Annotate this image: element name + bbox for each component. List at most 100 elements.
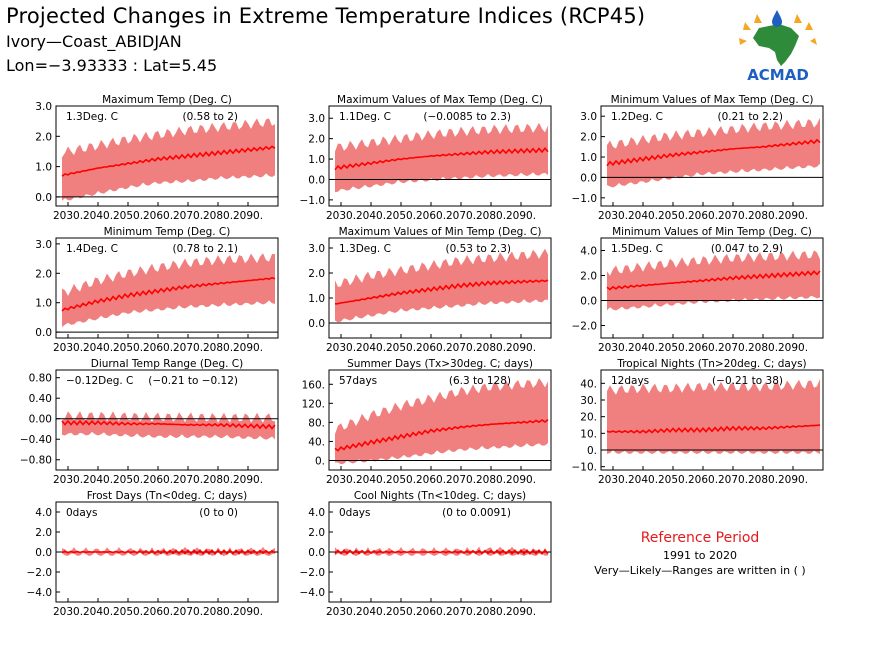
- plot-frame: [328, 105, 552, 207]
- y-tick-label: 4.0: [308, 507, 325, 519]
- coordinates-label: Lon=−3.93333 : Lat=5.45: [6, 56, 218, 75]
- x-tick-label: 2060.: [416, 342, 446, 354]
- x-tick-label: 2030.: [53, 606, 83, 618]
- mean-change-line: [61, 145, 276, 177]
- x-tick-label: 2030.: [598, 342, 628, 354]
- x-tick-label: 2060.: [416, 606, 446, 618]
- plot-frame: [600, 369, 824, 471]
- y-tick-label: 0.: [315, 455, 325, 467]
- x-tick-label: 2050.: [113, 606, 143, 618]
- x-tick-label: 2040.: [83, 606, 113, 618]
- x-tick-label: 2060.: [688, 210, 718, 222]
- x-tick-label: 2060.: [143, 342, 173, 354]
- y-tick-label: 0.0: [35, 192, 52, 204]
- chart-title: Frost Days (Tn<0deg. C; days): [87, 490, 247, 502]
- chart-title: Maximum Values of Min Temp (Deg. C): [339, 226, 542, 238]
- x-tick-label: 2060.: [143, 474, 173, 486]
- x-tick-label: 2040.: [83, 342, 113, 354]
- y-tick-label: 2.0: [308, 268, 325, 280]
- chart-title: Maximum Temp (Deg. C): [102, 94, 232, 106]
- x-tick-label: 2050.: [113, 342, 143, 354]
- y-tick-label: 80.: [308, 417, 325, 429]
- y-tick-label: 1.0: [580, 152, 597, 164]
- x-tick-label: 2080.: [203, 474, 233, 486]
- chart-panel: 0.0 1.0 2.0 3.0 2030. 2040. 2050. 2060. 2070. 208…: [35, 94, 279, 222]
- x-tick-label: 2040.: [83, 474, 113, 486]
- x-tick-label: 2060.: [416, 474, 446, 486]
- x-tick-label: 2050.: [113, 474, 143, 486]
- reference-period-title: Reference Period: [640, 530, 760, 546]
- x-tick-label: 2080.: [476, 210, 506, 222]
- y-tick-label: 0.40: [29, 393, 52, 405]
- chart-panel: −1.0 0.0 1.0 2.0 3.0 2030. 2040. 2050. 2060. 2070…: [572, 94, 824, 222]
- y-tick-label: 0.80: [29, 373, 52, 385]
- x-tick-label: 2030.: [598, 210, 628, 222]
- y-tick-label: 2.0: [35, 527, 52, 539]
- reference-period-box: Reference Period 1991 to 2020 Very—Likel…: [590, 530, 810, 577]
- y-tick-label: 20.: [580, 412, 597, 424]
- chart-panel: 0. 40. 80. 120. 160. 2030. 2040. 2050. 2060. 2070…: [302, 358, 552, 486]
- likely-range-band: [335, 122, 548, 193]
- plot-frame: [328, 369, 552, 471]
- mean-change-line: [606, 424, 821, 434]
- x-tick-label: 2040.: [356, 606, 386, 618]
- x-tick-label: 2090.: [233, 342, 263, 354]
- y-tick-label: 0.00: [29, 414, 52, 426]
- x-tick-label: 2050.: [386, 342, 416, 354]
- x-tick-label: 2070.: [446, 606, 476, 618]
- likely-range-label: (0.58 to 2): [183, 111, 238, 123]
- y-tick-label: 2.0: [580, 132, 597, 144]
- y-tick-label: 0.0: [35, 327, 52, 339]
- y-tick-label: 2.0: [580, 271, 597, 283]
- y-tick-label: −0.80: [20, 455, 52, 467]
- x-tick-label: 2080.: [476, 474, 506, 486]
- chart-title: Cool Nights (Tn<10deg. C; days): [354, 490, 526, 502]
- x-tick-label: 2030.: [53, 342, 83, 354]
- likely-range-band: [607, 117, 820, 188]
- mean-change-label: 1.2Deg. C: [611, 111, 663, 123]
- x-tick-label: 2090.: [233, 210, 263, 222]
- y-tick-label: 0.0: [580, 172, 597, 184]
- page-title: Projected Changes in Extreme Temperature…: [6, 4, 646, 28]
- likely-range-label: (0.78 to 2.1): [173, 243, 239, 255]
- mean-change-line: [61, 276, 276, 312]
- x-tick-label: 2050.: [113, 210, 143, 222]
- x-tick-label: 2070.: [446, 210, 476, 222]
- x-tick-label: 2050.: [386, 210, 416, 222]
- mean-change-line: [334, 279, 549, 305]
- y-tick-label: −0.40: [20, 434, 52, 446]
- chart-panel: −4.0 −2.0 0.0 2.0 4.0 2030. 2040. 2050. 2060. 207…: [300, 490, 552, 618]
- y-tick-label: 40.: [580, 378, 597, 390]
- y-tick-label: 0.: [587, 445, 597, 457]
- y-tick-label: 0.0: [308, 547, 325, 559]
- x-tick-label: 2070.: [718, 342, 748, 354]
- chart-panel: −1.0 0.0 1.0 2.0 3.0 2030. 2040. 2050. 2060. 2070…: [300, 94, 552, 222]
- mean-change-line: [61, 548, 276, 556]
- x-tick-label: 2070.: [718, 210, 748, 222]
- location-label: Ivory—Coast_ABIDJAN: [6, 32, 182, 51]
- y-tick-label: 40.: [308, 436, 325, 448]
- likely-range-label: (6.3 to 128): [449, 375, 511, 387]
- likely-range-label: (−0.21 to −0.12): [148, 375, 238, 387]
- plot-frame: [55, 369, 279, 471]
- water-drop-icon: [772, 10, 782, 27]
- acmad-logo: ACMAD: [739, 10, 817, 84]
- x-tick-label: 2080.: [203, 342, 233, 354]
- logo-text: ACMAD: [747, 66, 809, 84]
- mean-change-line: [334, 147, 549, 171]
- likely-range-band: [335, 378, 548, 465]
- y-tick-label: −4.0: [27, 587, 53, 599]
- x-tick-label: 2040.: [628, 474, 658, 486]
- mean-change-label: 1.5Deg. C: [611, 243, 663, 255]
- x-tick-label: 2090.: [233, 474, 263, 486]
- x-tick-label: 2090.: [778, 474, 808, 486]
- mean-change-label: 57days: [339, 375, 377, 387]
- x-tick-label: 2050.: [386, 606, 416, 618]
- likely-range-label: (−0.21 to 38): [712, 375, 783, 387]
- x-tick-label: 2070.: [446, 342, 476, 354]
- y-tick-label: 10.: [580, 428, 597, 440]
- x-tick-label: 2060.: [688, 474, 718, 486]
- y-tick-label: 3.0: [308, 113, 325, 125]
- mean-change-label: −0.12Deg. C: [66, 375, 133, 387]
